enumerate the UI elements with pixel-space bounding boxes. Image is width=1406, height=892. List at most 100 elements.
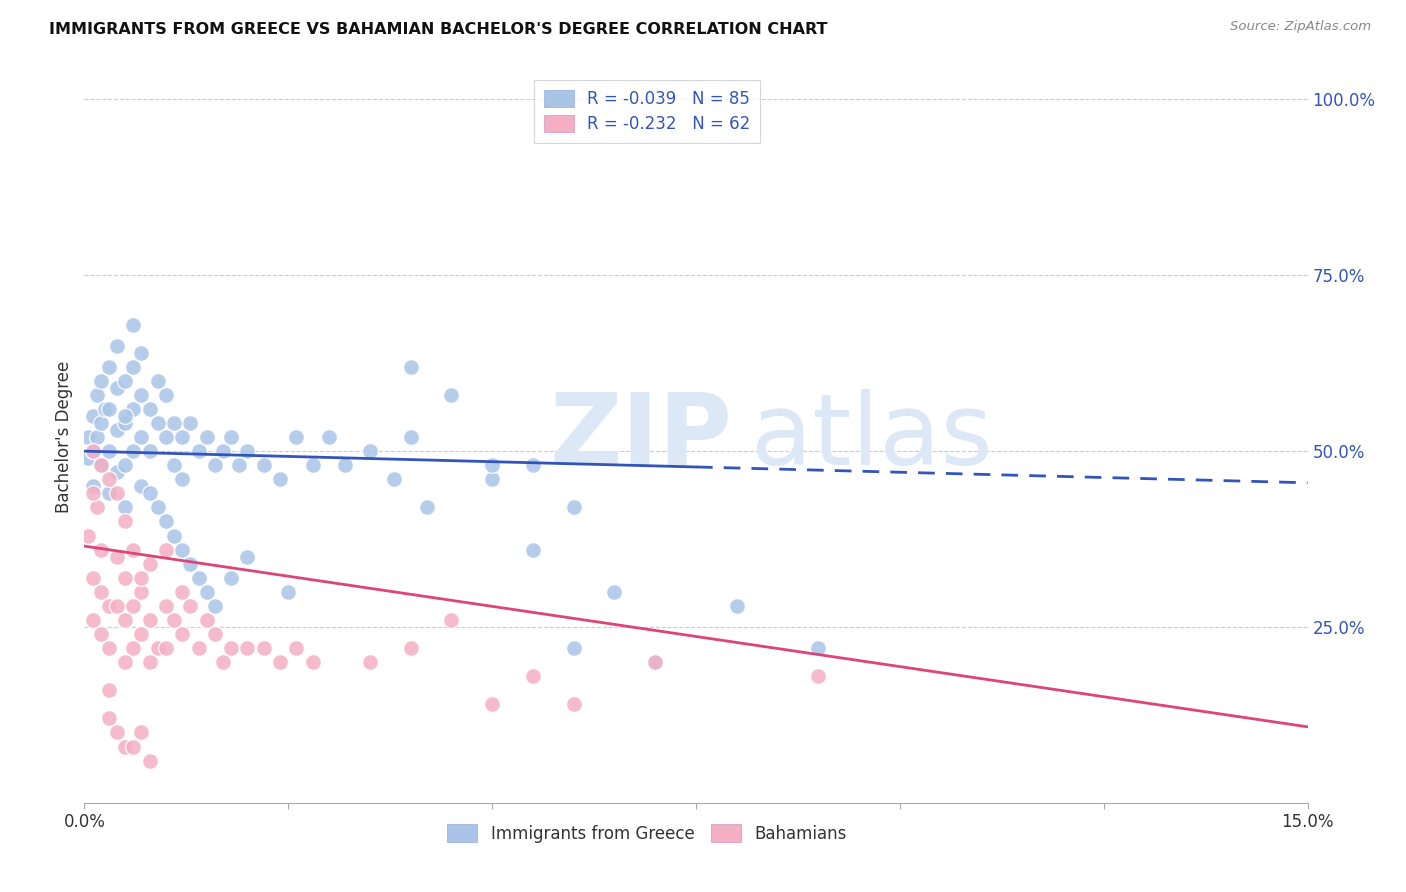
Point — [522, 669, 544, 683]
Point — [105, 423, 128, 437]
Point — [105, 486, 128, 500]
Point — [86, 500, 108, 515]
Point — [163, 458, 186, 473]
Point — [195, 613, 218, 627]
Point — [90, 416, 112, 430]
Point — [382, 472, 405, 486]
Point — [155, 641, 177, 656]
Point — [163, 613, 186, 627]
Point — [131, 627, 153, 641]
Point — [114, 374, 136, 388]
Point — [212, 444, 235, 458]
Point — [399, 430, 422, 444]
Point — [195, 584, 218, 599]
Point — [105, 381, 128, 395]
Point — [82, 479, 104, 493]
Point — [481, 698, 503, 712]
Point — [138, 655, 160, 669]
Point — [114, 515, 136, 529]
Point — [269, 472, 291, 486]
Point — [253, 458, 276, 473]
Point — [146, 500, 169, 515]
Point — [187, 641, 209, 656]
Point — [114, 458, 136, 473]
Point — [114, 416, 136, 430]
Point — [644, 655, 666, 669]
Point — [163, 528, 186, 542]
Point — [114, 500, 136, 515]
Point — [155, 388, 177, 402]
Point — [77, 528, 100, 542]
Point — [122, 401, 145, 416]
Text: IMMIGRANTS FROM GREECE VS BAHAMIAN BACHELOR'S DEGREE CORRELATION CHART: IMMIGRANTS FROM GREECE VS BAHAMIAN BACHE… — [49, 22, 828, 37]
Point — [77, 451, 100, 466]
Point — [90, 458, 112, 473]
Point — [122, 641, 145, 656]
Point — [97, 641, 120, 656]
Point — [562, 500, 585, 515]
Point — [82, 444, 104, 458]
Point — [90, 374, 112, 388]
Point — [93, 401, 115, 416]
Point — [807, 669, 830, 683]
Point — [97, 599, 120, 613]
Point — [301, 655, 323, 669]
Point — [219, 571, 242, 585]
Point — [138, 444, 160, 458]
Point — [603, 584, 626, 599]
Point — [172, 472, 194, 486]
Point — [204, 627, 226, 641]
Point — [399, 641, 422, 656]
Point — [146, 374, 169, 388]
Point — [131, 345, 153, 359]
Legend: Immigrants from Greece, Bahamians: Immigrants from Greece, Bahamians — [440, 818, 853, 849]
Point — [82, 571, 104, 585]
Point — [77, 430, 100, 444]
Point — [82, 613, 104, 627]
Point — [481, 458, 503, 473]
Point — [138, 613, 160, 627]
Point — [481, 472, 503, 486]
Point — [131, 388, 153, 402]
Point — [122, 542, 145, 557]
Point — [97, 472, 120, 486]
Point — [114, 655, 136, 669]
Point — [155, 515, 177, 529]
Point — [138, 401, 160, 416]
Point — [114, 571, 136, 585]
Point — [285, 641, 308, 656]
Point — [122, 318, 145, 332]
Point — [195, 430, 218, 444]
Point — [155, 599, 177, 613]
Point — [228, 458, 250, 473]
Point — [285, 430, 308, 444]
Point — [301, 458, 323, 473]
Point — [105, 725, 128, 739]
Point — [253, 641, 276, 656]
Point — [122, 444, 145, 458]
Point — [90, 542, 112, 557]
Point — [204, 458, 226, 473]
Point — [90, 458, 112, 473]
Point — [335, 458, 357, 473]
Point — [644, 655, 666, 669]
Point — [97, 444, 120, 458]
Point — [90, 627, 112, 641]
Point — [122, 359, 145, 374]
Point — [131, 584, 153, 599]
Point — [82, 444, 104, 458]
Point — [86, 430, 108, 444]
Point — [97, 486, 120, 500]
Point — [163, 416, 186, 430]
Point — [90, 584, 112, 599]
Point — [172, 627, 194, 641]
Point — [172, 430, 194, 444]
Point — [399, 359, 422, 374]
Point — [105, 599, 128, 613]
Point — [359, 655, 381, 669]
Point — [522, 458, 544, 473]
Point — [179, 416, 201, 430]
Text: ZIP: ZIP — [550, 389, 733, 485]
Point — [131, 479, 153, 493]
Point — [644, 655, 666, 669]
